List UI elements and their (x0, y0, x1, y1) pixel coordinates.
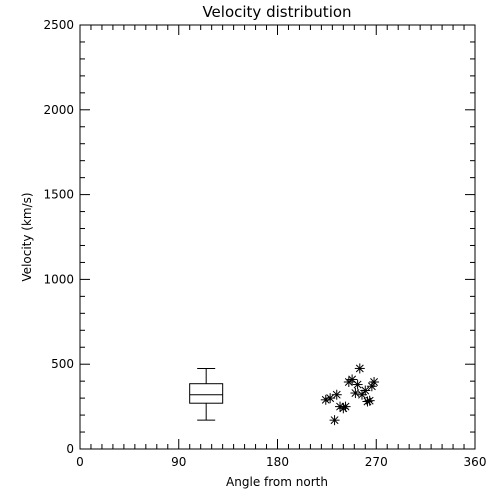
y-tick-label: 0 (66, 442, 74, 456)
boxplot-box (189, 383, 224, 404)
data-point (331, 389, 342, 400)
y-tick-label: 2000 (43, 103, 74, 117)
y-tick-label: 1500 (43, 188, 74, 202)
x-axis-label: Angle from north (226, 475, 328, 489)
x-tick-label: 360 (464, 455, 487, 469)
data-point (364, 395, 375, 406)
y-tick-label: 2500 (43, 18, 74, 32)
x-tick-label: 180 (266, 455, 289, 469)
y-tick-label: 500 (51, 357, 74, 371)
chart-title: Velocity distribution (202, 3, 351, 21)
plot-area (79, 24, 476, 450)
data-point (325, 393, 336, 404)
x-tick-label: 90 (171, 455, 186, 469)
velocity-boxplot (189, 367, 224, 421)
x-tick-label: 0 (76, 455, 84, 469)
data-point (340, 401, 351, 412)
axis-ticks (79, 24, 476, 450)
data-point (350, 388, 361, 399)
velocity-points (320, 363, 380, 426)
data-point (360, 385, 371, 396)
x-tick-label: 270 (365, 455, 388, 469)
data-point (320, 394, 331, 405)
axis-tick-labels: 0 90 180 270 360 0 500 1000 1500 2000 2500 (43, 18, 486, 469)
data-point (329, 415, 340, 426)
data-point (369, 377, 380, 388)
y-axis-label: Velocity (km/s) (20, 192, 34, 281)
data-point (354, 363, 365, 374)
y-tick-label: 1000 (43, 272, 74, 286)
data-point (352, 379, 363, 390)
